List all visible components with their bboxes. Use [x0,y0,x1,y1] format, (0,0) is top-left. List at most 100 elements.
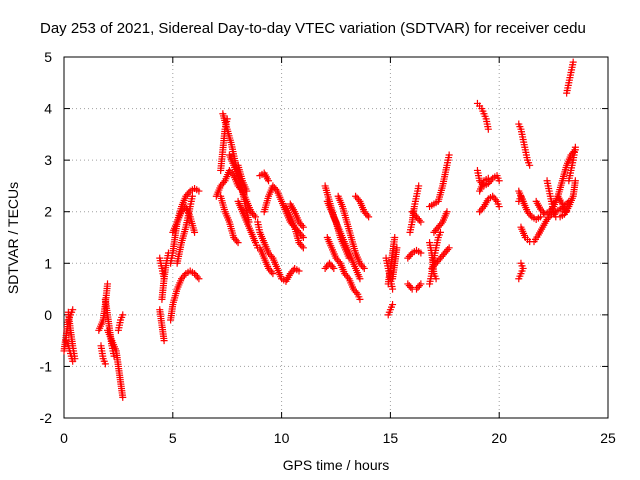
data-point [101,360,109,368]
data-point [417,249,425,257]
data-arc [104,326,127,401]
y-tick-label: 1 [44,255,52,271]
data-point [265,177,273,185]
x-tick-label: 0 [60,430,68,446]
data-point [389,285,397,293]
data-point [492,196,500,204]
data-point [298,242,306,250]
data-point [432,275,440,283]
data-point [415,282,423,290]
data-point [354,196,362,204]
data-point [436,228,444,236]
data-point [517,259,525,267]
data-point [119,311,127,319]
data-point [180,271,188,279]
data-arc [173,192,196,267]
data-point [484,174,492,182]
y-tick-label: -2 [40,410,53,426]
data-point [233,237,241,245]
data-point [188,192,196,200]
data-arc [515,187,545,223]
data-point [569,58,577,66]
data-arc [515,259,527,283]
data-point [299,244,307,252]
data-point [267,252,275,260]
y-tick-label: 5 [44,49,52,65]
data-arc [473,99,492,133]
chart-title: Day 253 of 2021, Sidereal Day-to-day VTE… [40,20,586,37]
data-arc [476,192,503,216]
data-point [393,244,401,252]
data-point [359,263,367,271]
y-tick-label: 4 [44,101,52,117]
data-arc [430,208,451,236]
x-tick-label: 15 [383,430,399,446]
data-point [417,280,425,288]
x-tick-label: 5 [169,430,177,446]
data-point [443,208,451,216]
data-arc [169,185,203,236]
data-point [445,151,453,159]
data-arc [156,254,168,283]
data-point [243,187,251,195]
data-point [571,177,579,185]
data-arc [156,306,168,345]
data-point [365,213,373,221]
data-arc [389,244,401,283]
data-arc [167,267,203,324]
data-arc [97,342,109,368]
data-points [60,58,579,401]
data-point [407,251,415,259]
data-point [119,393,127,401]
data-point [295,267,303,275]
data-point [445,244,453,252]
data-arc [426,151,453,211]
y-tick-label: 3 [44,152,52,168]
data-arc [515,120,534,169]
data-point [484,125,492,133]
data-point [185,189,193,197]
data-point [195,187,203,195]
x-tick-label: 10 [274,430,290,446]
data-point [571,143,579,151]
data-point [495,203,503,211]
data-arc [565,143,579,185]
x-tick-label: 20 [491,430,507,446]
data-arc [321,259,338,272]
data-arc [286,200,307,231]
data-point [160,275,168,283]
data-arc [404,246,425,262]
data-point [298,221,306,229]
data-point [299,234,307,241]
data-arc [64,308,79,363]
y-tick-label: 2 [44,204,52,220]
data-point [191,228,199,236]
data-arc [384,301,397,319]
data-point [330,264,338,272]
data-arc [234,197,262,252]
data-point [417,218,425,226]
data-point [299,223,307,231]
data-arc [382,254,397,293]
data-point [193,273,201,281]
y-tick-label: 0 [44,307,52,323]
y-axis-label: SDTVAR / TECUs [5,182,21,294]
data-point [407,283,415,291]
axis-ticks: 0 5 10 15 20 25 -2 -1 0 1 2 3 4 5 [40,49,616,446]
data-point [195,275,203,283]
data-point [328,263,336,271]
x-axis-label: GPS time / hours [283,457,390,473]
data-point [415,216,423,224]
data-point [389,301,397,309]
data-point [526,161,534,169]
data-arc [256,169,273,185]
data-point [220,178,228,186]
y-tick-label: -1 [40,358,53,374]
data-arc [428,244,453,272]
plot-frame [63,56,609,419]
data-point [250,211,258,219]
data-point [363,211,371,219]
data-point [104,280,112,288]
data-arc [543,177,579,221]
